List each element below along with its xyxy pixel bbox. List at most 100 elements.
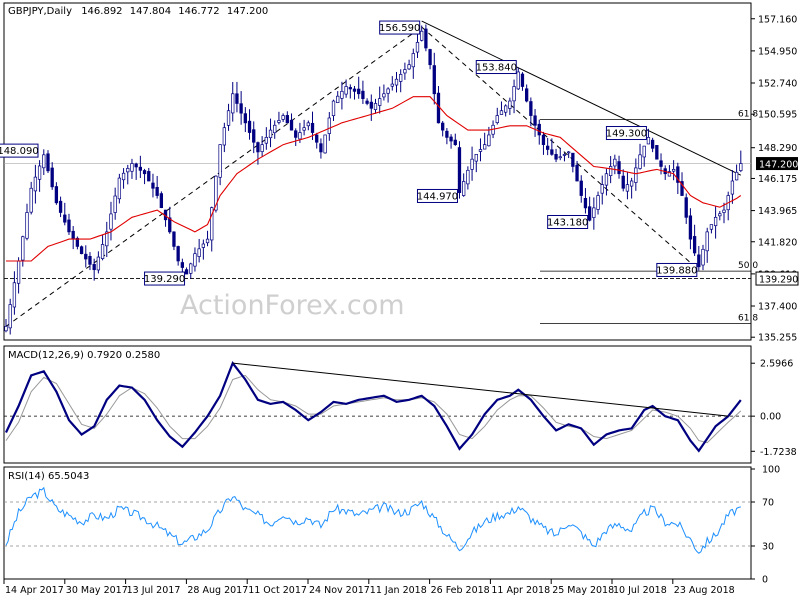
candle-body bbox=[172, 231, 176, 247]
rsi-pane-title: RSI(14) 65.5043 bbox=[8, 471, 89, 482]
candle-body bbox=[671, 169, 676, 172]
candle-body bbox=[138, 166, 143, 171]
candle-body bbox=[734, 171, 739, 181]
candle-body bbox=[659, 160, 663, 167]
candle-body bbox=[520, 73, 525, 87]
trendline-solid bbox=[421, 20, 742, 176]
candle-body bbox=[180, 262, 185, 268]
candle-body bbox=[88, 256, 92, 265]
candle-body bbox=[600, 184, 604, 194]
price-y-tick-label: 143.965 bbox=[758, 206, 797, 217]
candle-body bbox=[407, 64, 411, 70]
candle-body bbox=[361, 90, 365, 99]
candle-body bbox=[25, 212, 29, 239]
price-annotation-label: 149.300 bbox=[606, 129, 647, 140]
candle-body bbox=[235, 93, 239, 104]
price-pane: ActionForex.com GBPJPY,Daily 146.892 147… bbox=[0, 2, 799, 344]
x-tick-label: 14 Apr 2017 bbox=[5, 585, 64, 596]
macd-pane-frame bbox=[3, 345, 752, 464]
candle-body bbox=[525, 88, 529, 102]
candle-body bbox=[441, 122, 445, 131]
rsi-y-tick-label: 100 bbox=[762, 465, 780, 476]
candle-body bbox=[692, 236, 697, 254]
macd-signal-line bbox=[5, 374, 742, 444]
candle-body bbox=[281, 115, 285, 120]
candle-body bbox=[336, 95, 340, 103]
candle-body bbox=[424, 28, 428, 49]
candle-body bbox=[100, 244, 105, 259]
candle-body bbox=[159, 193, 164, 208]
candle-body bbox=[592, 207, 596, 218]
candle-body bbox=[8, 304, 12, 329]
candle-body bbox=[205, 238, 210, 244]
candle-body bbox=[50, 167, 54, 188]
candle-body bbox=[289, 119, 294, 131]
candle-body bbox=[310, 122, 315, 133]
candle-body bbox=[218, 144, 222, 178]
price-candles bbox=[4, 24, 743, 335]
fib-level-label: 61.8 bbox=[738, 313, 758, 323]
x-tick-label: 11 Jan 2018 bbox=[370, 585, 427, 596]
price-annotation-box bbox=[605, 126, 647, 141]
candle-body bbox=[533, 115, 537, 126]
x-tick-label: 26 Feb 2018 bbox=[431, 585, 490, 596]
candle-body bbox=[273, 124, 277, 134]
candle-body bbox=[566, 151, 571, 154]
price-y-tick-label: 141.820 bbox=[758, 237, 797, 248]
candle-body bbox=[58, 200, 63, 213]
price-annotation-box bbox=[416, 188, 458, 203]
candle-body bbox=[701, 248, 705, 266]
price-pane-frame bbox=[3, 2, 752, 341]
candle-body bbox=[575, 164, 579, 182]
price-y-tick-label: 146.175 bbox=[758, 174, 797, 185]
rsi-line bbox=[5, 486, 741, 554]
candle-body bbox=[327, 117, 331, 134]
candle-body bbox=[411, 53, 415, 68]
candle-body bbox=[12, 282, 17, 308]
macd-pane: MACD(12,26,9) 0.7920 0.2580 2.5966 0.00 -1… bbox=[3, 345, 797, 464]
candle-body bbox=[495, 115, 499, 124]
price-annotation-label: 139.290 bbox=[144, 274, 185, 285]
candle-body bbox=[117, 177, 122, 200]
candle-body bbox=[46, 153, 50, 172]
candle-body bbox=[184, 269, 189, 275]
rsi-y-tick-label: 30 bbox=[762, 542, 774, 553]
candle-body bbox=[294, 130, 298, 138]
candle-body bbox=[222, 127, 226, 146]
candle-body bbox=[134, 163, 138, 168]
price-annotation-label: 144.970 bbox=[417, 191, 458, 202]
candle-body bbox=[189, 263, 193, 274]
candle-body bbox=[571, 152, 575, 167]
candle-body bbox=[147, 171, 151, 182]
support-price-tag-label: 139.290 bbox=[759, 275, 798, 286]
price-annotation-box bbox=[379, 20, 421, 35]
candle-body bbox=[713, 216, 718, 227]
candle-body bbox=[84, 253, 88, 260]
price-annotation-label: 148.090 bbox=[0, 146, 39, 157]
candle-body bbox=[214, 175, 218, 211]
price-annotation-box bbox=[0, 143, 39, 158]
candle-body bbox=[323, 134, 327, 154]
candle-body bbox=[210, 207, 214, 241]
candle-body bbox=[684, 197, 688, 218]
candle-body bbox=[243, 113, 247, 124]
candle-body bbox=[483, 144, 487, 150]
current-price-tag bbox=[756, 157, 798, 171]
candle-body bbox=[126, 168, 130, 173]
candle-body bbox=[201, 243, 205, 248]
candle-body bbox=[16, 260, 21, 284]
candle-body bbox=[344, 86, 348, 95]
candle-body bbox=[252, 129, 256, 143]
price-annotation-box bbox=[144, 271, 186, 286]
x-tick-label: 24 Nov 2017 bbox=[309, 585, 370, 596]
candle-body bbox=[176, 246, 180, 262]
candle-body bbox=[529, 101, 533, 116]
candle-body bbox=[541, 134, 546, 146]
candle-body bbox=[29, 187, 33, 213]
candle-body bbox=[113, 195, 117, 213]
candle-body bbox=[579, 180, 583, 196]
x-tick-label: 23 Aug 2018 bbox=[674, 585, 735, 596]
candle-body bbox=[130, 163, 134, 172]
candle-body bbox=[512, 86, 516, 102]
